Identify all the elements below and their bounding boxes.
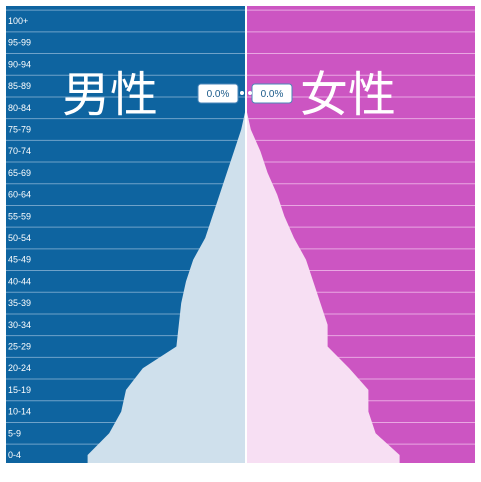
age-label: 20-24 [8,363,31,373]
age-label: 55-59 [8,211,31,221]
x-tick-label: 2.5% [296,468,317,478]
age-label: 15-19 [8,385,31,395]
x-axis-ticks: 7.5% 5% 2.5% 2.5% 5% 7.5% [6,463,475,480]
age-label: 70-74 [8,146,31,156]
age-axis-labels: 0-4 5-9 10-14 15-19 20-24 25-29 30-34 35-39 40-4… [8,16,31,460]
age-label: 80-84 [8,103,31,113]
male-readout-text: 0.0% [207,89,230,100]
female-readout-text: 0.0% [261,89,284,100]
age-label: 100+ [8,16,28,26]
age-label: 75-79 [8,125,31,135]
female-label: 女性 [300,67,396,123]
x-tick-label: 5% [119,468,132,478]
age-label: 0-4 [8,450,21,460]
x-tick-label: 7.5% [56,468,77,478]
male-population-area [87,21,246,463]
age-label: 25-29 [8,342,31,352]
age-label: 30-34 [8,320,31,330]
age-label: 40-44 [8,276,31,286]
age-label: 85-89 [8,81,31,91]
age-label: 35-39 [8,298,31,308]
x-axis-band [6,463,475,480]
male-readout-dot [240,91,244,95]
x-tick-label: 5% [359,468,372,478]
x-tick-label: 2.5% [176,468,197,478]
male-label: 男性 [62,67,158,123]
age-label: 60-64 [8,190,31,200]
female-readout-dot [248,91,252,95]
age-label: 95-99 [8,38,31,48]
age-label: 10-14 [8,407,31,417]
age-label: 45-49 [8,255,31,265]
age-label: 5-9 [8,428,21,438]
age-label: 65-69 [8,168,31,178]
age-label: 90-94 [8,59,31,69]
female-population-area [246,21,400,463]
age-label: 50-54 [8,233,31,243]
x-tick-label: 7.5% [416,468,437,478]
female-readout-bubble: 0.0% [251,83,293,104]
male-readout-bubble: 0.0% [197,83,239,104]
